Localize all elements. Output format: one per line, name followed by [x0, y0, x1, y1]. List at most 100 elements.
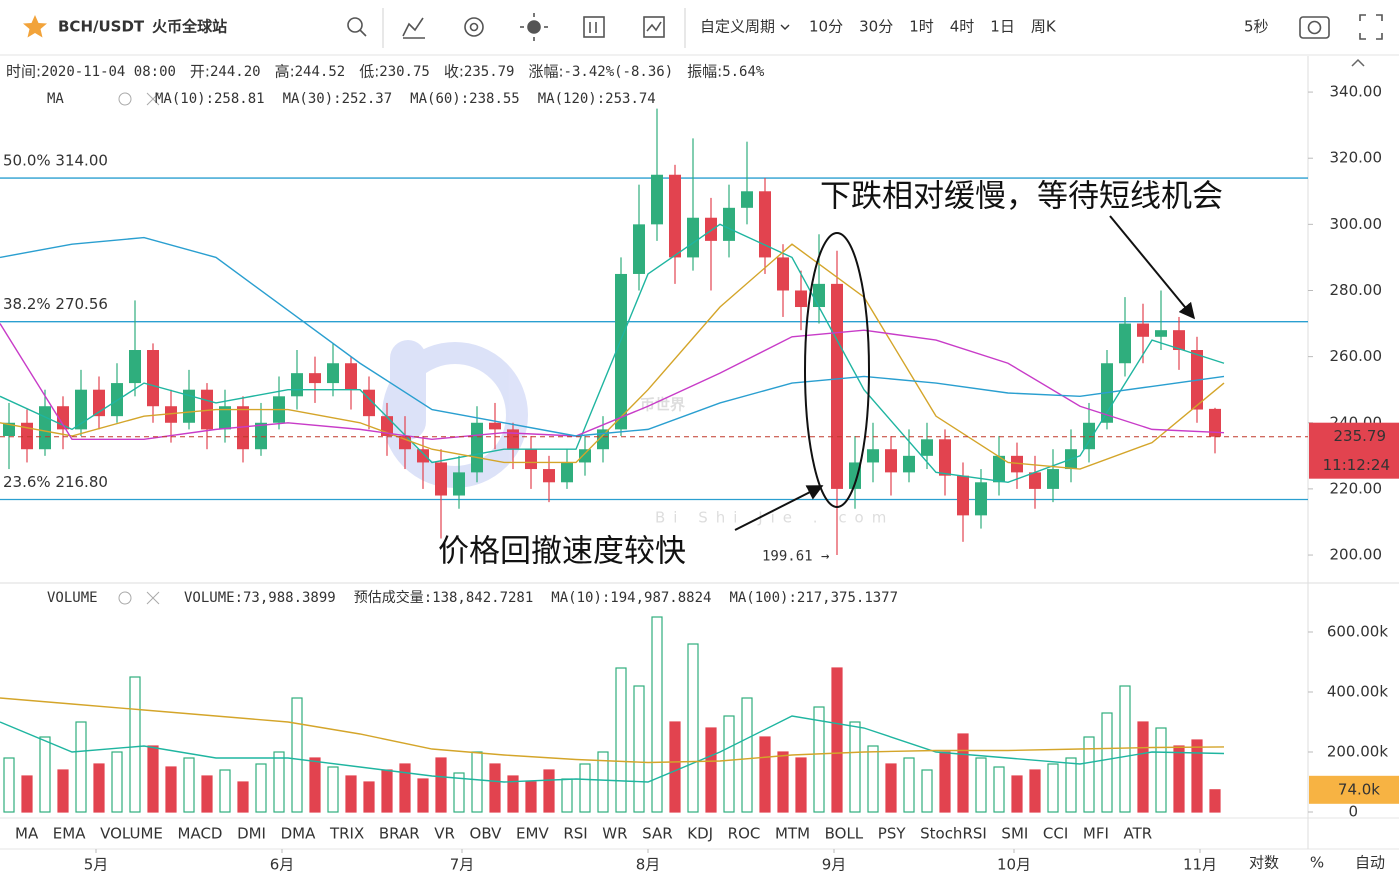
last-price-box	[1309, 422, 1399, 479]
indicator-tab[interactable]: MA	[15, 825, 39, 843]
symbol: BCH/USDT	[58, 18, 145, 36]
indicator-tab[interactable]: CCI	[1043, 825, 1068, 843]
refresh-interval[interactable]: 5秒	[1244, 18, 1269, 36]
indicator-tab[interactable]: EMA	[53, 825, 86, 843]
info-value: 244.52	[295, 64, 346, 80]
indicator-tab[interactable]: TRIX	[329, 825, 364, 843]
x-tick-label: 6月	[270, 856, 295, 874]
indicator-tab[interactable]: KDJ	[687, 825, 713, 843]
x-tick-label: 5月	[84, 856, 109, 874]
fullscreen-icon[interactable]	[1359, 14, 1383, 40]
volume-bar	[453, 772, 465, 813]
indicator-tab[interactable]: EMV	[516, 825, 549, 843]
volume-bar	[687, 643, 699, 813]
axis-option[interactable]: %	[1310, 854, 1324, 872]
legend-item: MA(120):253.74	[538, 91, 656, 107]
candle-body	[561, 462, 573, 483]
indicator-tab[interactable]: DMI	[237, 825, 266, 843]
volume-bar	[75, 721, 87, 813]
volume-bar	[111, 751, 123, 813]
indicator-tab[interactable]: OBV	[470, 825, 503, 843]
candle-body	[939, 439, 951, 476]
theme-icon[interactable]	[520, 13, 548, 41]
settings-icon[interactable]	[464, 17, 484, 37]
volume-bar	[165, 766, 177, 813]
indicator-tab[interactable]: MACD	[178, 825, 223, 843]
period-option[interactable]: 30分	[859, 18, 893, 36]
volume-bar	[759, 736, 771, 813]
indicator-tab[interactable]: BOLL	[825, 825, 864, 843]
volume-bar	[723, 715, 735, 813]
search-icon[interactable]	[347, 17, 367, 37]
watermark-text: 币世界	[640, 396, 685, 414]
legend-item: MA(30):252.37	[283, 91, 393, 107]
info-value: 244.20	[210, 64, 261, 80]
legend-settings[interactable]	[118, 92, 132, 106]
volume-bar	[471, 751, 483, 813]
candle-body	[687, 217, 699, 258]
volume-bar	[129, 676, 141, 813]
y-tick-label: 320.00	[1330, 149, 1383, 167]
indicator-tab[interactable]: BRAR	[379, 825, 420, 843]
collapse-button[interactable]	[1351, 58, 1365, 67]
period-option[interactable]: 10分	[809, 18, 843, 36]
volume-bar	[777, 751, 789, 813]
volume-bar	[417, 778, 429, 813]
camera-icon[interactable]	[1299, 16, 1330, 39]
y-tick-label: 200.00k	[1327, 743, 1388, 761]
volume-bar	[993, 766, 1005, 813]
indicator-tab[interactable]: MFI	[1083, 825, 1109, 843]
legend-settings[interactable]	[118, 591, 132, 605]
candle-body	[165, 406, 177, 423]
volume-bar	[327, 766, 339, 813]
candle-body	[651, 174, 663, 225]
indicator-tab[interactable]: DMA	[281, 825, 316, 843]
axis-option[interactable]: 自动	[1355, 854, 1385, 872]
indicator-tab[interactable]: RSI	[563, 825, 587, 843]
indicator-tab[interactable]: WR	[602, 825, 627, 843]
legend-close[interactable]	[146, 591, 160, 605]
indicator-tab[interactable]: ROC	[728, 825, 761, 843]
volume-bar	[1119, 685, 1131, 813]
info-label: 收:	[444, 63, 464, 81]
candle-body	[453, 472, 465, 496]
last-volume-box	[1309, 775, 1399, 804]
period-option[interactable]: 自定义周期	[700, 18, 775, 36]
indicator-tab[interactable]: PSY	[878, 825, 907, 843]
indicator-tab[interactable]: StochRSI	[920, 825, 987, 843]
screenshot-icon[interactable]	[583, 16, 605, 38]
candle-body	[219, 406, 231, 430]
indicator-tab[interactable]: MTM	[775, 825, 810, 843]
indicator-tab[interactable]: SAR	[642, 825, 672, 843]
dropdown-caret	[780, 24, 790, 30]
volume-bar	[93, 763, 105, 813]
axis-option[interactable]: 对数	[1249, 854, 1279, 872]
legend-close[interactable]	[146, 92, 160, 106]
volume-bar	[3, 757, 15, 813]
indicator-tab[interactable]: VOLUME	[100, 825, 163, 843]
period-option[interactable]: 1时	[909, 18, 934, 36]
indicator-tab[interactable]: VR	[434, 825, 455, 843]
ma-line	[0, 243, 1225, 470]
period-option[interactable]: 1日	[990, 18, 1015, 36]
y-tick-label: 340.00	[1330, 83, 1383, 101]
indicator-tab[interactable]: SMI	[1001, 825, 1028, 843]
volume-bar	[507, 775, 519, 813]
volume-bar	[939, 751, 951, 813]
candle-body	[1209, 408, 1221, 437]
indicator-tab[interactable]: ATR	[1123, 825, 1152, 843]
period-option[interactable]: 周K	[1031, 18, 1057, 36]
volume-bar	[381, 769, 393, 813]
indicator-icon[interactable]	[402, 17, 425, 39]
y-tick-label: 260.00	[1330, 347, 1383, 365]
volume-bar	[237, 781, 249, 813]
volume-bar	[309, 757, 321, 813]
favorite-star[interactable]	[23, 15, 47, 38]
ma-line	[0, 715, 1225, 783]
candle-body	[795, 290, 807, 308]
period-option[interactable]: 4时	[950, 18, 975, 36]
chart-style-icon[interactable]	[643, 16, 665, 38]
countdown: 11:12:24	[1323, 456, 1390, 474]
